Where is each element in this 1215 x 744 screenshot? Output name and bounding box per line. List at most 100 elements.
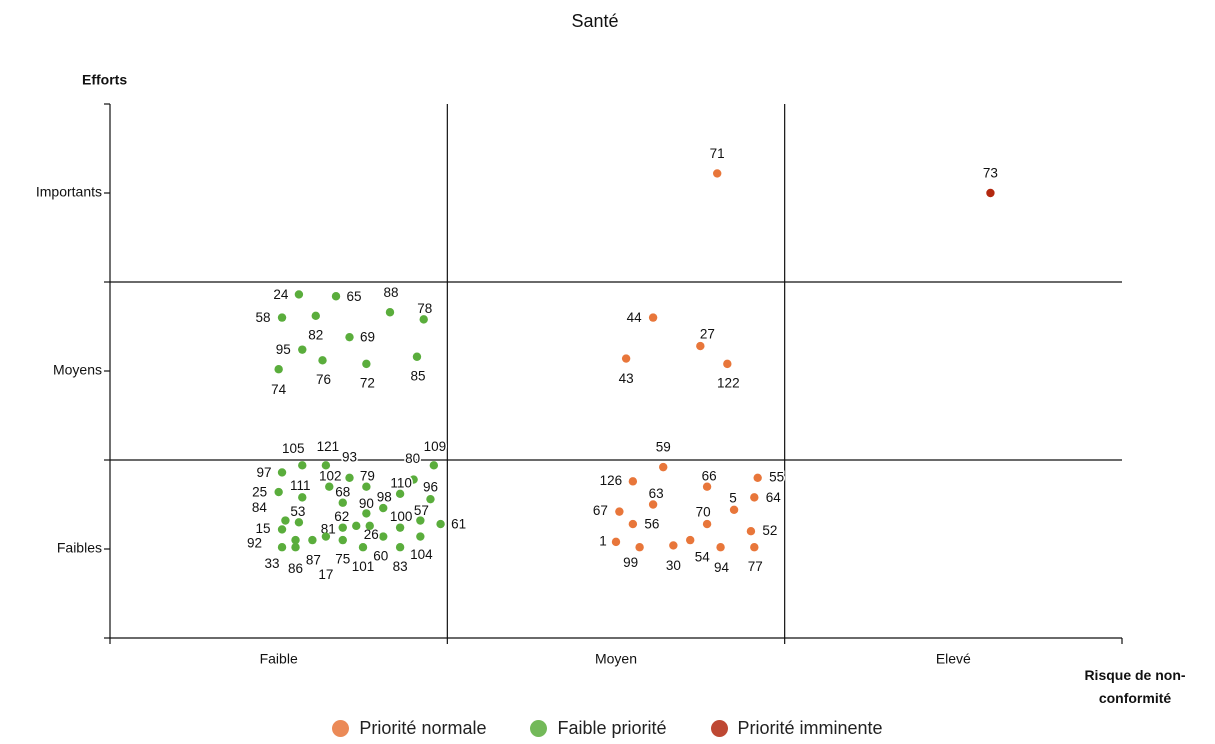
point-label: 99 bbox=[623, 555, 638, 570]
point-label: 90 bbox=[359, 496, 374, 511]
point bbox=[621, 354, 631, 363]
point bbox=[379, 532, 388, 541]
point bbox=[352, 521, 361, 531]
point-label: 98 bbox=[377, 490, 392, 505]
point bbox=[696, 341, 705, 351]
point bbox=[298, 493, 307, 502]
point bbox=[338, 523, 347, 532]
y-axis-label: Efforts bbox=[82, 72, 127, 88]
point-label: 105 bbox=[282, 441, 305, 456]
point-label: 61 bbox=[451, 517, 466, 532]
point-label: 24 bbox=[273, 287, 289, 302]
legend: Priorité normale Faible priorité Priorité … bbox=[0, 718, 1215, 739]
point-label: 15 bbox=[256, 521, 271, 536]
legend-label: Priorité normale bbox=[359, 718, 487, 738]
point bbox=[379, 503, 388, 513]
point bbox=[365, 521, 374, 531]
point bbox=[358, 543, 368, 552]
point-label: 79 bbox=[360, 468, 375, 483]
point bbox=[395, 543, 405, 552]
point-label: 76 bbox=[316, 372, 331, 387]
point bbox=[416, 516, 425, 525]
point bbox=[986, 188, 995, 198]
point-label: 109 bbox=[424, 439, 447, 454]
point-label: 85 bbox=[410, 368, 425, 383]
point bbox=[628, 519, 638, 529]
point bbox=[648, 313, 658, 322]
point-label: 63 bbox=[649, 486, 664, 501]
point bbox=[281, 516, 290, 525]
point bbox=[409, 475, 418, 484]
point-label: 56 bbox=[644, 517, 659, 532]
point-label: 78 bbox=[417, 301, 432, 316]
point-label: 111 bbox=[290, 478, 311, 493]
point bbox=[294, 518, 304, 527]
point-label: 64 bbox=[766, 490, 782, 505]
point bbox=[277, 468, 287, 477]
point-label: 75 bbox=[335, 552, 350, 567]
point-label: 33 bbox=[265, 556, 280, 571]
point-label: 74 bbox=[271, 382, 287, 397]
point-label: 77 bbox=[748, 559, 763, 574]
x-tick-label: Moyen bbox=[595, 651, 637, 667]
point-label: 97 bbox=[257, 465, 272, 480]
point bbox=[298, 461, 307, 470]
point bbox=[325, 482, 334, 491]
point-label: 67 bbox=[593, 503, 608, 518]
point-label: 70 bbox=[696, 505, 711, 520]
point-label: 94 bbox=[714, 560, 730, 575]
point bbox=[338, 498, 347, 507]
point bbox=[318, 356, 327, 365]
legend-item: Priorité imminente bbox=[710, 718, 883, 739]
point bbox=[291, 535, 300, 545]
point bbox=[611, 537, 621, 547]
point bbox=[702, 519, 712, 529]
point bbox=[298, 345, 307, 354]
point bbox=[635, 543, 644, 552]
point-label: 96 bbox=[423, 480, 438, 495]
y-tick-label: Faibles bbox=[57, 540, 102, 556]
point bbox=[436, 519, 445, 529]
point bbox=[294, 290, 304, 299]
point-label: 95 bbox=[276, 342, 291, 357]
point bbox=[750, 493, 759, 502]
point bbox=[750, 543, 759, 552]
point-label: 101 bbox=[352, 559, 375, 574]
point bbox=[321, 532, 331, 541]
legend-swatch bbox=[710, 720, 728, 737]
point-label: 122 bbox=[717, 375, 740, 390]
point bbox=[713, 169, 722, 178]
point bbox=[659, 462, 668, 472]
point-label: 59 bbox=[656, 440, 671, 455]
point bbox=[321, 461, 331, 470]
point-label: 87 bbox=[306, 553, 321, 568]
point bbox=[395, 489, 405, 499]
point-label: 71 bbox=[710, 146, 725, 161]
point bbox=[429, 461, 439, 470]
point-label: 52 bbox=[762, 523, 777, 538]
point bbox=[277, 525, 287, 534]
point-label: 86 bbox=[288, 561, 303, 576]
point-label: 44 bbox=[627, 310, 643, 325]
point bbox=[274, 365, 283, 374]
point-label: 60 bbox=[373, 548, 388, 563]
point bbox=[277, 313, 287, 322]
point bbox=[729, 505, 739, 515]
point bbox=[702, 482, 712, 491]
point-label: 68 bbox=[335, 484, 350, 499]
x-tick-label: Elevé bbox=[936, 651, 971, 667]
point-label: 57 bbox=[414, 503, 429, 518]
y-tick-label: Moyens bbox=[53, 362, 102, 378]
x-tick-label: Faible bbox=[260, 651, 298, 667]
point-label: 73 bbox=[983, 166, 998, 181]
point-label: 82 bbox=[308, 327, 323, 342]
point bbox=[385, 308, 395, 317]
chart-title: Santé bbox=[571, 11, 618, 31]
point-label: 25 bbox=[252, 485, 267, 500]
point bbox=[419, 315, 428, 324]
point bbox=[338, 535, 347, 545]
point bbox=[648, 500, 658, 509]
point-label: 126 bbox=[600, 473, 623, 488]
